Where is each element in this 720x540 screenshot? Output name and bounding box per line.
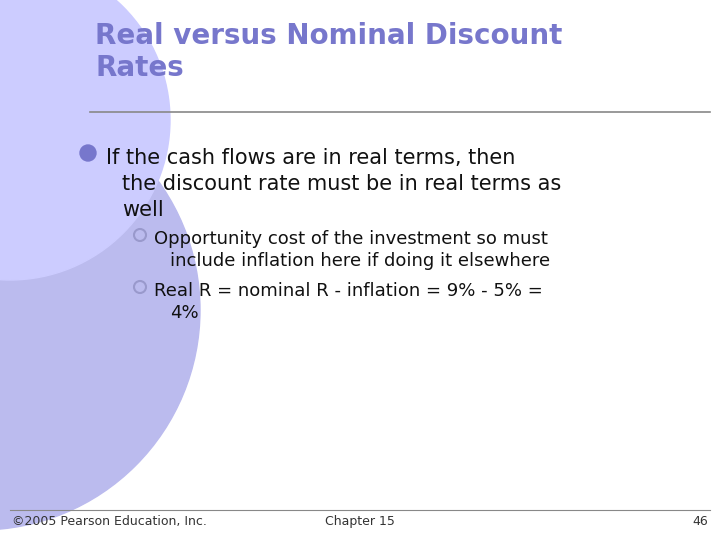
Circle shape [80,145,96,161]
Text: ©2005 Pearson Education, Inc.: ©2005 Pearson Education, Inc. [12,515,207,528]
Text: 46: 46 [692,515,708,528]
Text: If the cash flows are in real terms, then: If the cash flows are in real terms, the… [106,148,516,168]
Text: Rates: Rates [95,54,184,82]
Text: Chapter 15: Chapter 15 [325,515,395,528]
Circle shape [0,0,170,280]
Text: well: well [122,200,163,220]
Text: Real versus Nominal Discount: Real versus Nominal Discount [95,22,562,50]
Circle shape [0,90,200,530]
Text: include inflation here if doing it elsewhere: include inflation here if doing it elsew… [170,252,550,270]
Text: 4%: 4% [170,304,199,322]
Text: Real R = nominal R - inflation = 9% - 5% =: Real R = nominal R - inflation = 9% - 5%… [154,282,543,300]
Text: Opportunity cost of the investment so must: Opportunity cost of the investment so mu… [154,230,548,248]
Text: the discount rate must be in real terms as: the discount rate must be in real terms … [122,174,562,194]
